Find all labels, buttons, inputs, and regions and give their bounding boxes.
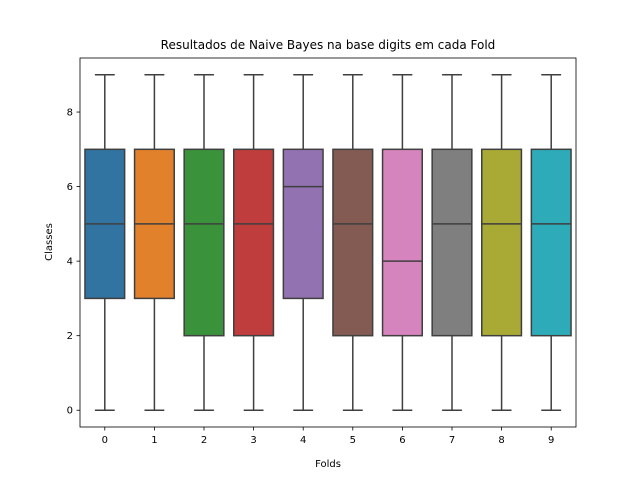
x-tick-label: 6 (399, 435, 405, 446)
box-group-8 (481, 74, 523, 411)
box-6 (381, 148, 423, 337)
box-group-1 (133, 74, 175, 411)
box-4 (282, 148, 324, 300)
axes-frame (79, 57, 577, 428)
box-7 (431, 148, 473, 337)
y-tick-label: 6 (67, 182, 73, 193)
y-axis-label: Classes (44, 223, 55, 261)
box-group-3 (233, 74, 275, 411)
x-tick-label: 8 (498, 435, 504, 446)
plot-area (84, 74, 572, 411)
x-tick-label: 9 (548, 435, 554, 446)
x-tick-label: 5 (350, 435, 356, 446)
box-group-4 (282, 74, 324, 411)
y-tick-label: 2 (67, 331, 73, 342)
box-group-5 (332, 74, 374, 411)
box-2 (183, 148, 225, 337)
y-tick-label: 0 (67, 406, 73, 417)
box-9 (530, 148, 572, 337)
x-tick-label: 4 (300, 435, 306, 446)
y-tick-label: 8 (67, 108, 73, 119)
x-tick-label: 0 (102, 435, 108, 446)
box-8 (481, 148, 523, 337)
box-3 (233, 148, 275, 337)
x-tick-label: 3 (250, 435, 256, 446)
box-group-7 (431, 74, 473, 411)
x-tick-label: 2 (201, 435, 207, 446)
box-5 (332, 148, 374, 337)
x-tick-label: 7 (449, 435, 455, 446)
x-axis-label: Folds (315, 459, 341, 470)
box-group-9 (530, 74, 572, 411)
box-group-0 (84, 74, 126, 411)
y-tick-label: 4 (67, 257, 73, 268)
box-group-6 (381, 74, 423, 411)
x-tick-label: 1 (151, 435, 157, 446)
box-group-2 (183, 74, 225, 411)
axis-ticks: 0 1 2 3 4 5 6 7 8 9 0 2 4 6 8 (67, 108, 555, 446)
chart-title: Resultados de Naive Bayes na base digits… (161, 38, 496, 52)
